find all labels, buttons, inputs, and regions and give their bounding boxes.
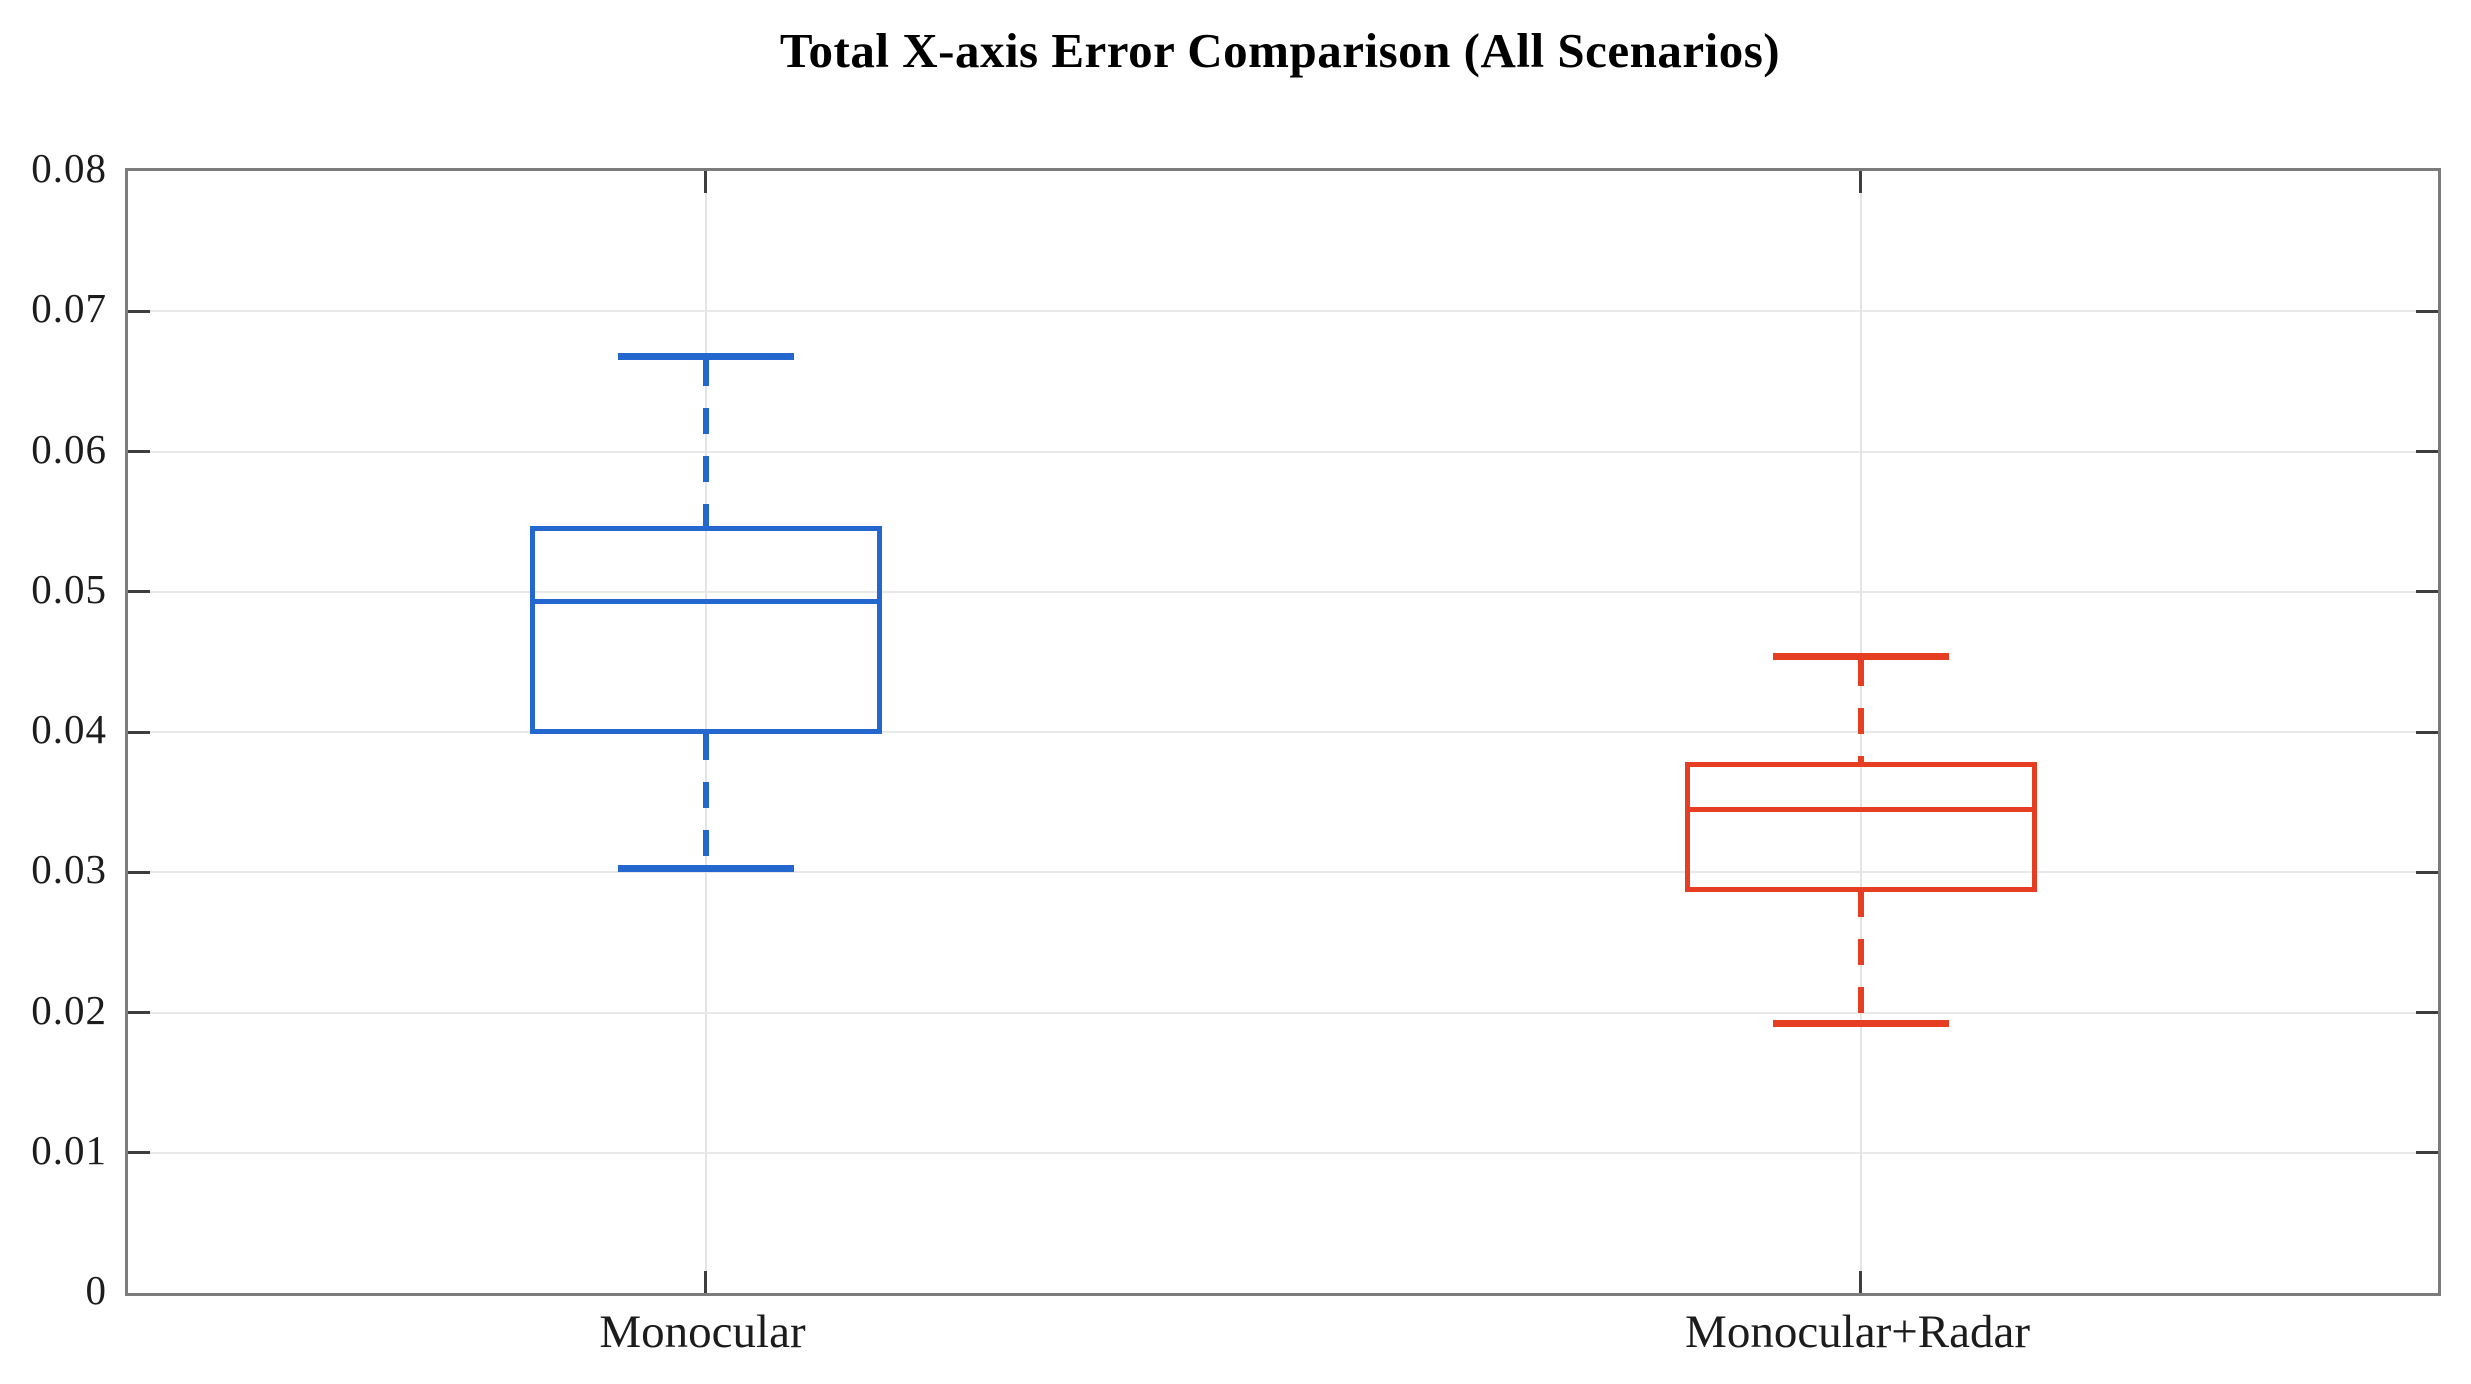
- x-category-label: Monocular+Radar: [1685, 1306, 2030, 1358]
- y-tick-label: 0: [85, 1267, 107, 1313]
- y-tick: [128, 730, 150, 734]
- y-tick-label: 0.04: [31, 706, 107, 752]
- x-tick: [1859, 171, 1862, 193]
- median-line: [1684, 806, 2037, 812]
- y-tick: [128, 870, 150, 874]
- y-tick: [2416, 450, 2438, 453]
- plot-area: [125, 168, 2441, 1296]
- y-tick-label: 0.03: [31, 846, 107, 893]
- upper-whisker-cap: [1772, 652, 1949, 660]
- upper-whisker: [702, 360, 709, 529]
- y-tick: [2416, 870, 2438, 874]
- box: [1684, 761, 2037, 892]
- lower-whisker-cap: [1772, 1020, 1949, 1028]
- y-tick: [2416, 590, 2438, 594]
- y-tick: [128, 1151, 150, 1155]
- y-tick: [128, 590, 150, 594]
- upper-whisker: [1857, 660, 1864, 765]
- lower-whisker: [702, 734, 709, 867]
- y-tick: [2416, 1151, 2438, 1155]
- x-tick: [704, 1271, 707, 1293]
- y-tick: [2416, 309, 2438, 313]
- y-tick: [128, 309, 150, 313]
- lower-whisker-cap: [617, 864, 794, 872]
- y-tick: [128, 450, 150, 453]
- upper-whisker-cap: [617, 352, 794, 360]
- x-tick: [704, 171, 707, 193]
- chart-title: Total X-axis Error Comparison (All Scena…: [779, 23, 1781, 78]
- y-tick-label: 0.08: [31, 145, 107, 191]
- lower-whisker: [1857, 891, 1864, 1022]
- h-gridline: [128, 1151, 2438, 1154]
- h-gridline: [128, 1011, 2438, 1014]
- h-gridline: [128, 871, 2438, 874]
- h-gridline: [128, 590, 2438, 593]
- y-tick-label: 0.05: [31, 565, 107, 612]
- h-gridline: [128, 450, 2438, 453]
- y-tick: [2416, 730, 2438, 734]
- box: [529, 526, 882, 735]
- y-tick: [2416, 1011, 2438, 1014]
- median-line: [529, 599, 882, 605]
- y-tick-label: 0.02: [31, 986, 107, 1033]
- h-gridline: [128, 731, 2438, 733]
- x-tick: [1859, 1271, 1862, 1293]
- x-category-label: Monocular: [599, 1306, 806, 1358]
- y-tick-label: 0.06: [31, 425, 107, 472]
- y-tick-label: 0.07: [31, 285, 107, 332]
- y-tick-label: 0.01: [31, 1126, 107, 1173]
- y-tick: [128, 1011, 150, 1014]
- h-gridline: [128, 310, 2438, 313]
